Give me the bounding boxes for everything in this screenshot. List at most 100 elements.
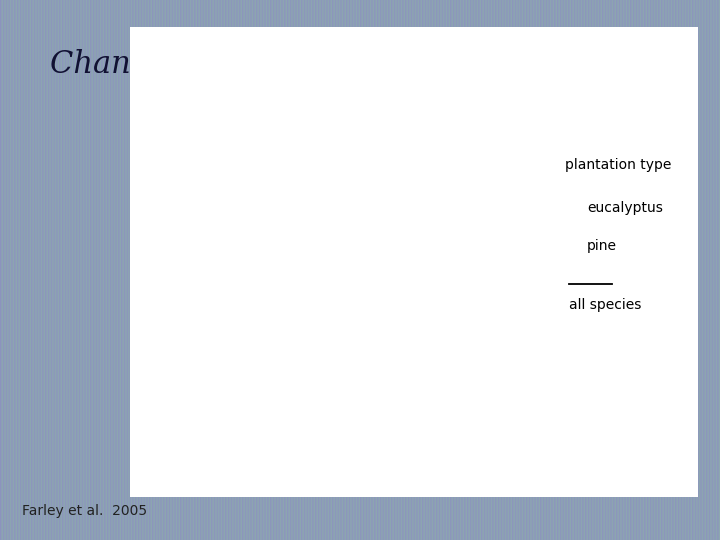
Point — [355, 310, 366, 319]
Text: Farley et al.  2005: Farley et al. 2005 — [22, 504, 147, 518]
Point — [219, 228, 230, 237]
Point — [264, 353, 276, 362]
Point — [401, 315, 413, 323]
Point — [231, 272, 243, 280]
Point — [525, 186, 536, 194]
Point — [222, 217, 234, 225]
Point — [351, 300, 362, 309]
Point — [459, 343, 470, 352]
Point — [227, 258, 238, 266]
Point — [335, 295, 346, 304]
Point — [508, 367, 520, 376]
Point — [243, 238, 255, 247]
Point — [252, 343, 264, 352]
Point — [297, 281, 309, 290]
Point — [500, 367, 512, 376]
Point — [314, 295, 325, 304]
Text: all species: all species — [569, 298, 642, 312]
Point — [500, 193, 512, 201]
Point — [239, 300, 251, 309]
Point — [293, 353, 305, 362]
Point — [276, 392, 288, 400]
Point — [222, 212, 234, 220]
Point — [459, 329, 470, 338]
Point — [335, 193, 346, 201]
Point — [384, 310, 396, 319]
Point — [302, 284, 313, 292]
Point — [293, 276, 305, 285]
Point — [215, 212, 226, 220]
Point — [451, 329, 462, 338]
Point — [269, 258, 280, 266]
Text: pine: pine — [587, 239, 617, 253]
Point — [269, 367, 280, 376]
Point — [220, 210, 232, 218]
Point — [442, 325, 454, 333]
Y-axis label: change in runoff (%): change in runoff (%) — [151, 202, 166, 359]
Point — [372, 320, 383, 328]
Point — [293, 456, 305, 464]
Point — [368, 315, 379, 323]
Point — [215, 186, 226, 194]
Point — [248, 248, 259, 256]
Point — [219, 200, 230, 208]
Point — [212, 207, 224, 216]
Point — [289, 276, 300, 285]
Point — [318, 295, 330, 304]
Point — [211, 200, 222, 208]
Point — [216, 193, 228, 201]
Point — [269, 265, 280, 273]
Point — [541, 258, 553, 266]
Point — [426, 320, 437, 328]
Point — [471, 339, 482, 347]
Point — [310, 286, 321, 295]
Point — [330, 300, 342, 309]
X-axis label: plantation age (years): plantation age (years) — [297, 476, 467, 491]
Point — [459, 193, 470, 201]
Point — [239, 241, 251, 249]
Point — [475, 343, 487, 352]
Point — [212, 186, 224, 194]
Point — [215, 217, 227, 225]
Point — [260, 343, 271, 352]
Point — [235, 288, 246, 297]
Point — [216, 217, 228, 225]
Point — [219, 205, 230, 213]
Point — [318, 291, 330, 300]
Point — [326, 295, 338, 304]
Point — [284, 272, 297, 280]
Point — [359, 310, 371, 319]
Point — [442, 334, 454, 342]
Point — [225, 253, 237, 261]
Point — [409, 315, 420, 323]
Point — [252, 258, 264, 266]
Point — [281, 396, 292, 404]
Point — [467, 334, 479, 342]
Point — [343, 305, 354, 314]
Point — [260, 258, 271, 266]
Text: plantation type: plantation type — [565, 158, 672, 172]
Point — [338, 300, 350, 309]
Point — [212, 193, 223, 201]
Point — [227, 224, 238, 233]
Point — [326, 300, 338, 309]
Text: eucalyptus: eucalyptus — [587, 201, 662, 215]
Point — [302, 288, 313, 297]
Text: R² = 0.71; p<0.001: R² = 0.71; p<0.001 — [309, 135, 438, 148]
Point — [500, 348, 512, 357]
Point — [376, 315, 387, 323]
Point — [335, 305, 346, 314]
Point — [322, 295, 333, 304]
Point — [235, 233, 246, 242]
Point — [276, 272, 288, 280]
Point — [368, 310, 379, 319]
Point — [409, 325, 420, 333]
Point — [397, 325, 408, 333]
Point — [517, 145, 528, 153]
Point — [392, 320, 404, 328]
Text: Change in runoff with plantation age: Change in runoff with plantation age — [50, 49, 622, 79]
Point — [418, 320, 429, 328]
Point — [401, 325, 413, 333]
Point — [418, 329, 429, 338]
Point — [217, 198, 228, 206]
